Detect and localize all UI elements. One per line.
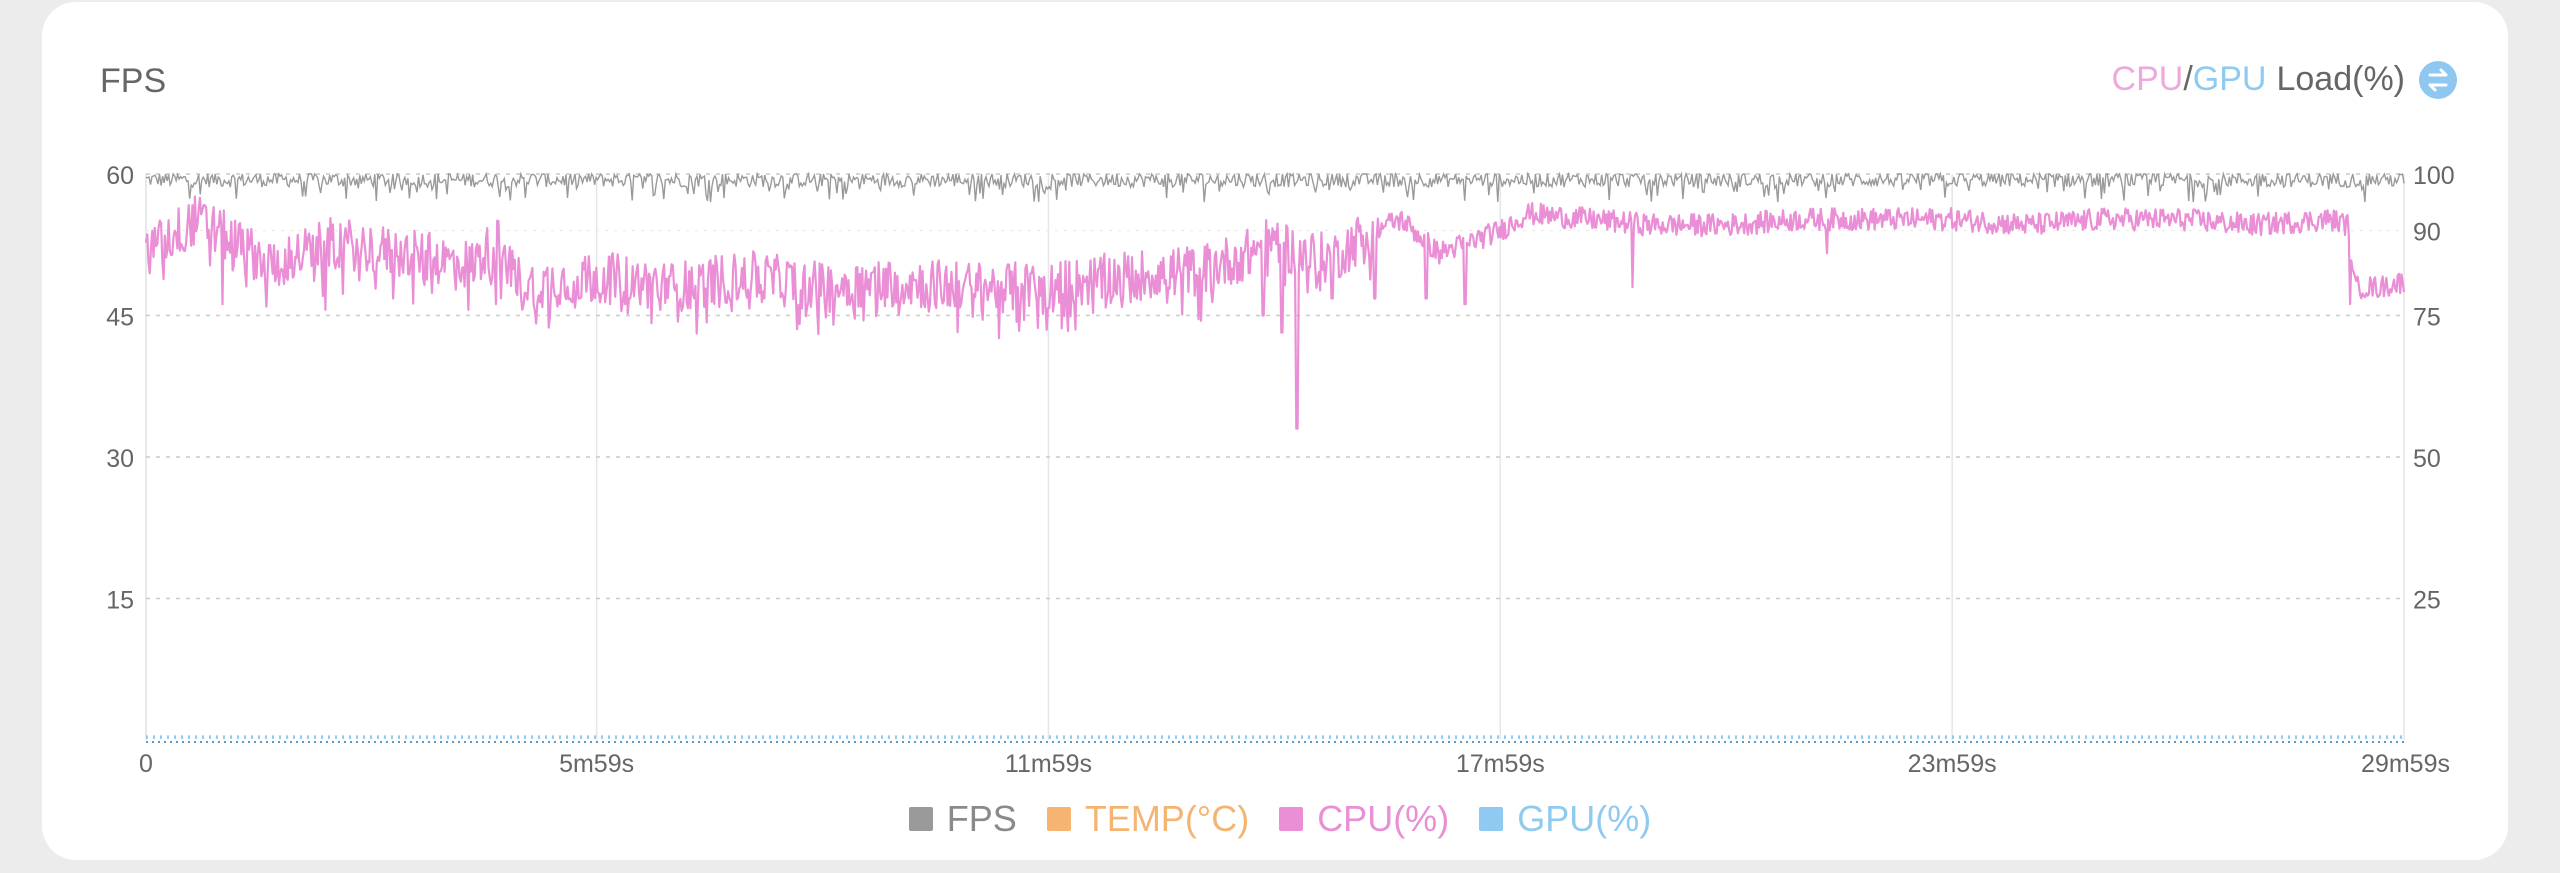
x-tick-label: 11m59s [1005,750,1092,778]
legend-label: CPU(%) [1317,798,1450,839]
y-right-tick-label: 50 [2413,445,2441,473]
legend-swatch [1479,807,1504,831]
legend-item-temp[interactable]: TEMP(°C) [1046,798,1250,840]
x-tick-label: 23m59s [1908,750,1997,778]
cpu-title-label: CPU [2111,60,2184,98]
legend-item-gpu[interactable]: GPU(%) [1479,798,1651,840]
y-left-tick-label: 45 [106,304,134,332]
legend-item-fps[interactable]: FPS [908,798,1017,840]
fps-series-line [145,171,2405,203]
load-axis-title: CPU / GPU Load(%) [2112,60,2457,99]
legend-label: FPS [946,798,1017,839]
legend-item-cpu[interactable]: CPU(%) [1279,798,1449,840]
y-left-tick-label: 15 [106,587,134,615]
legend-swatch [1046,807,1071,831]
legend-swatch [1279,807,1304,831]
y-left-tick-label: 30 [106,445,134,473]
legend-swatch [908,807,933,831]
y-right-tick-label: 75 [2413,304,2441,332]
swap-vertical-icon[interactable] [2419,60,2457,99]
x-tick-label: 0 [139,750,153,778]
x-tick-label: 5m59s [559,750,634,778]
y-right-tick-label: 90 [2413,219,2441,247]
chart-card [42,2,2508,860]
chart-legend: FPS TEMP(°C) CPU(%) GPU(%) [0,798,2560,840]
x-tick-label: 29m59s [2361,750,2450,778]
fps-axis-title: FPS [100,62,167,100]
load-title-label: Load(%) [2276,60,2405,98]
x-tick-label: 17m59s [1456,750,1545,778]
legend-label: TEMP(°C) [1084,798,1250,839]
cpu-series-line [144,195,2406,430]
gpu-title-label: GPU [2192,60,2267,98]
y-right-tick-label: 25 [2413,587,2441,615]
y-right-tick-label: 100 [2413,162,2455,190]
legend-label: GPU(%) [1517,798,1652,839]
y-left-tick-label: 60 [106,162,134,190]
title-separator: / [2183,60,2193,98]
